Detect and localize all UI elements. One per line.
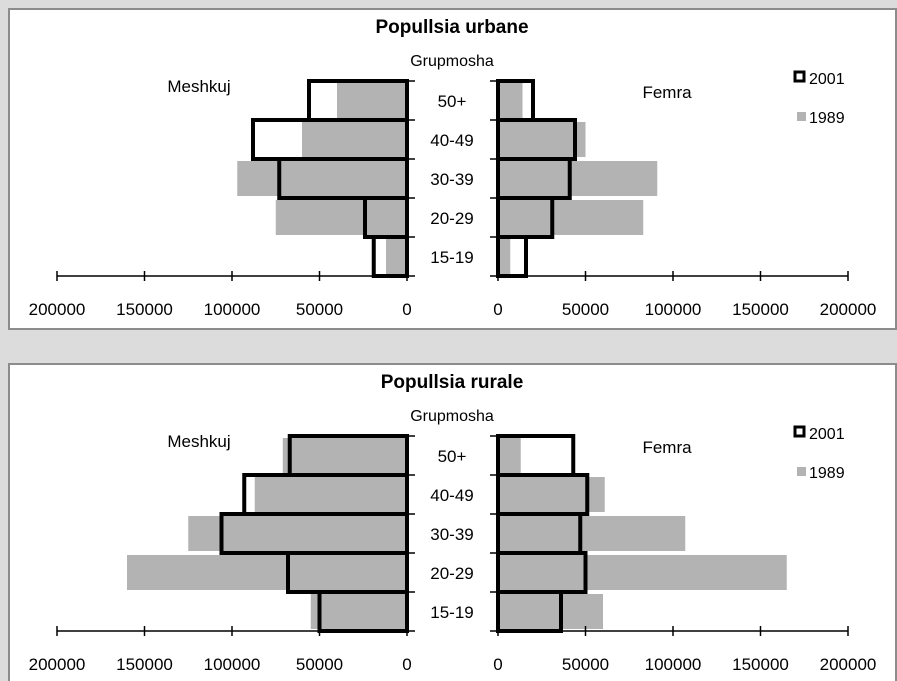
bar-male-1989 [254,477,407,512]
tick-label-male: 50000 [296,655,343,674]
chart-panel-rural: Popullsia rurale Grupmosha Meshkuj Femra 200… [8,363,897,681]
category-label: 20-29 [430,209,473,228]
legend-swatch-1989 [797,112,806,121]
bar-male-1989 [386,239,407,274]
category-label: 20-29 [430,564,473,583]
bar-male-1989 [337,83,407,118]
tick-label-female: 150000 [732,655,789,674]
bar-female-1989 [498,555,787,590]
chart-title: Popullsia urbane [375,17,528,38]
bar-male-1989 [127,555,407,590]
left-side-label: Meshkuj [167,432,230,451]
category-label: 40-49 [430,486,473,505]
chart-title: Popullsia rurale [381,372,524,393]
tick-label-female: 200000 [820,655,877,674]
tick-label-male: 150000 [116,300,173,319]
tick-label-male: 50000 [296,300,343,319]
bar-female-1989 [498,83,523,118]
tick-label-female: 0 [493,300,502,319]
population-pyramid-urban: Popullsia urbane Grupmosha Meshkuj Femra 200… [29,17,877,319]
category-label: 30-39 [430,525,473,544]
tick-label-male: 100000 [204,300,261,319]
right-side-label: Femra [642,83,692,102]
tick-label-female: 0 [493,655,502,674]
bar-male-1989 [302,122,407,157]
category-label: 15-19 [430,603,473,622]
legend-label-2001: 2001 [809,426,845,443]
tick-label-female: 50000 [562,300,609,319]
center-label: Grupmosha [410,53,494,70]
tick-label-female: 150000 [732,300,789,319]
population-pyramid-rural: Popullsia rurale Grupmosha Meshkuj Femra 200… [29,372,877,674]
bar-female-1989 [498,594,603,629]
category-label: 30-39 [430,170,473,189]
right-side-label: Femra [642,438,692,457]
bar-female-1989 [498,161,658,196]
tick-label-female: 50000 [562,655,609,674]
bar-male-1989 [237,161,407,196]
legend-swatch-1989 [797,467,806,476]
category-label: 50+ [438,92,467,111]
left-side-label: Meshkuj [167,77,230,96]
bar-female-1989 [498,200,644,235]
bar-female-1989 [498,239,511,274]
bar-female-1989 [498,516,686,551]
bar-female-1989 [498,438,521,473]
legend-swatch-2001 [793,70,806,83]
category-label: 40-49 [430,131,473,150]
tick-label-female: 100000 [645,655,702,674]
tick-label-female: 100000 [645,300,702,319]
category-label: 15-19 [430,248,473,267]
center-label: Grupmosha [410,408,494,425]
bar-female-1989 [498,122,586,157]
tick-label-male: 0 [402,655,411,674]
bar-male-1989 [282,438,407,473]
legend-label-1989: 1989 [809,465,845,482]
tick-label-male: 0 [402,300,411,319]
bar-male-1989 [275,200,407,235]
tick-label-male: 100000 [204,655,261,674]
legend-label-2001: 2001 [809,71,845,88]
legend-label-1989: 1989 [809,110,845,127]
tick-label-male: 200000 [29,300,86,319]
category-label: 50+ [438,447,467,466]
bar-male-1989 [188,516,407,551]
tick-label-male: 200000 [29,655,86,674]
chart-panel-urban: Popullsia urbane Grupmosha Meshkuj Femra 200… [8,8,897,330]
tick-label-male: 150000 [116,655,173,674]
bar-male-1989 [310,594,407,629]
legend-swatch-2001 [793,425,806,438]
tick-label-female: 200000 [820,300,877,319]
